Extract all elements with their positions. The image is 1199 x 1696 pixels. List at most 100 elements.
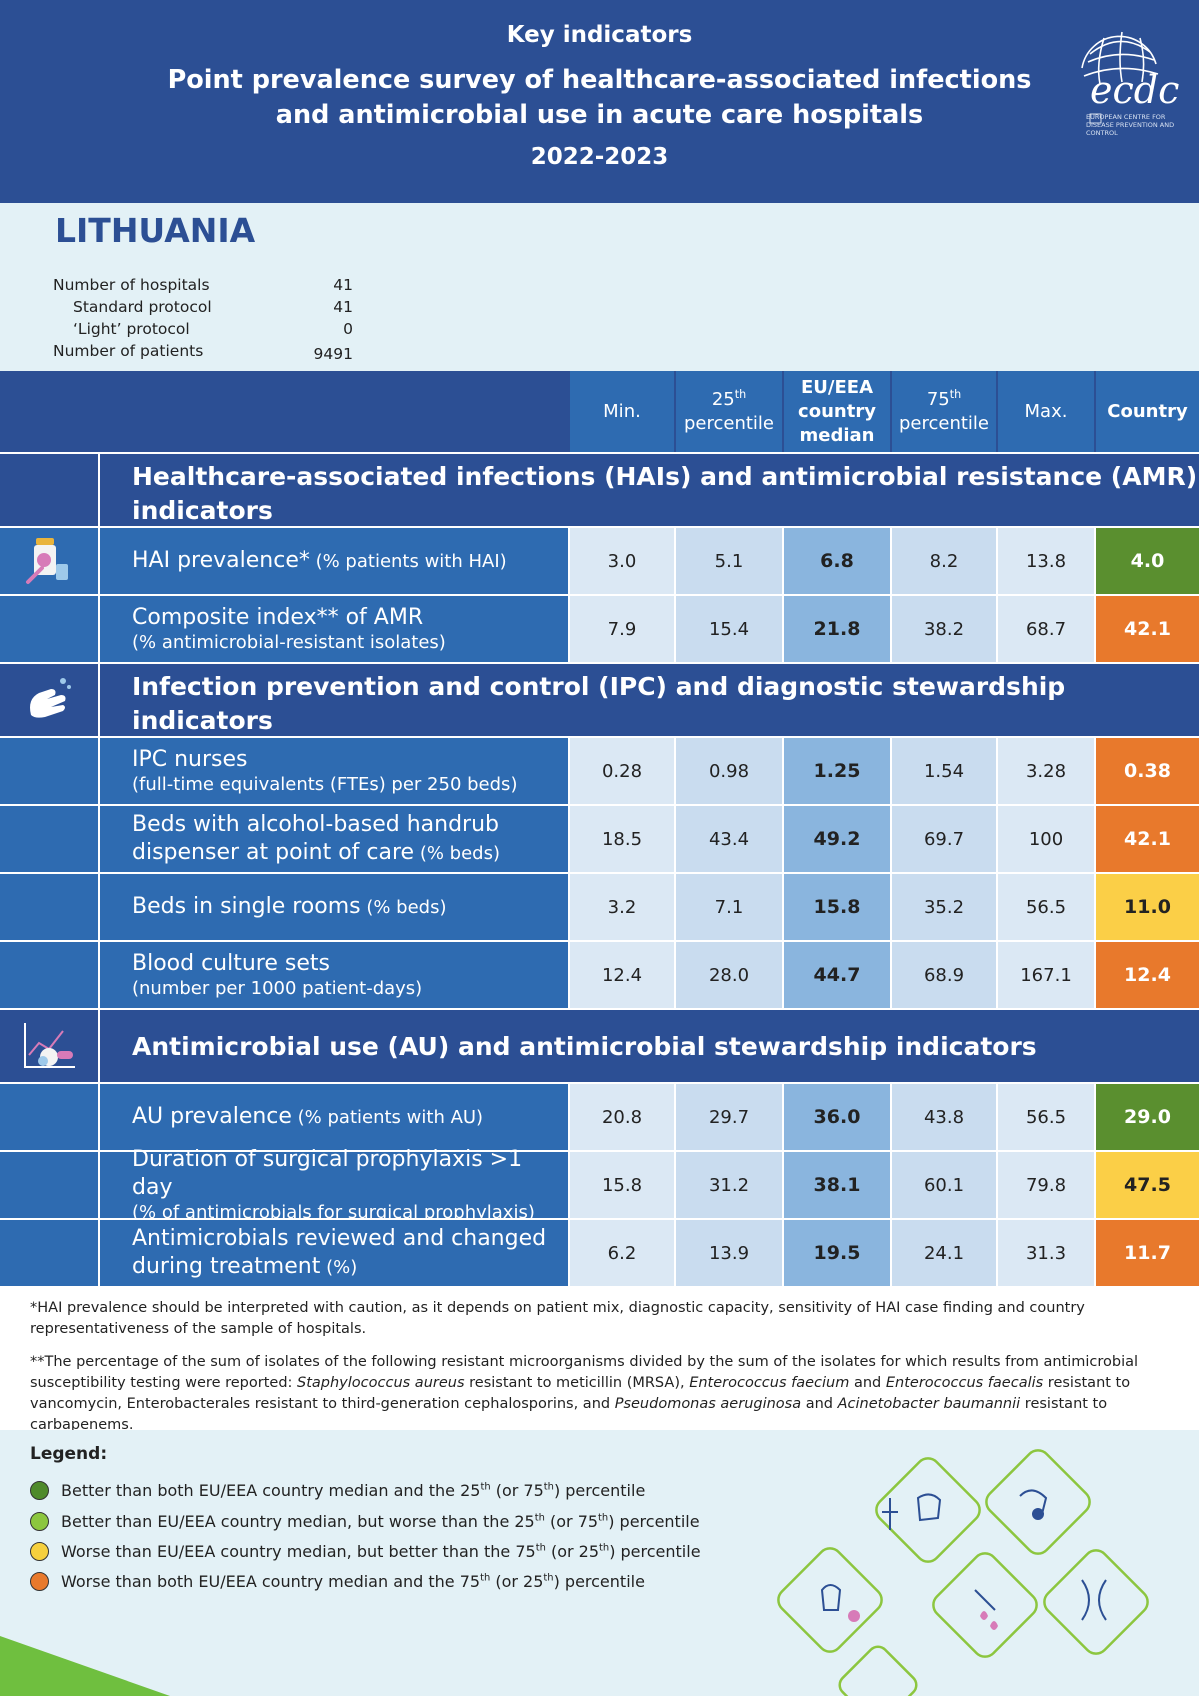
cell-p75: 1.54 [892,738,996,804]
cell-country-value: 11.0 [1096,874,1199,940]
cell-p75: 35.2 [892,874,996,940]
cell-median: 36.0 [784,1084,890,1150]
cell-max: 3.28 [998,738,1094,804]
cell-min: 18.5 [570,806,674,872]
section-title-hai: Healthcare-associated infections (HAIs) … [100,454,1199,526]
cell-median: 15.8 [784,874,890,940]
dark-green-dot-icon [30,1480,49,1500]
cell-min: 3.2 [570,874,674,940]
table-header-row: Min. 25th percentile EU/EEA country media… [0,371,1199,452]
country-stats: Number of hospitals 41 Standard protocol… [53,276,353,364]
row-surgical-prophylaxis: Duration of surgical prophylaxis >1 day … [0,1147,1199,1223]
cell-p75: 24.1 [892,1220,996,1286]
row-amr-index: Composite index** of AMR (% antimicrobia… [0,596,1199,662]
col-median: EU/EEA country median [784,371,890,452]
green-corner-wedge [0,1636,170,1696]
legend-item: Worse than both EU/EEA country median an… [30,1570,645,1592]
cell-country-value: 11.7 [1096,1220,1199,1286]
cell-p25: 31.2 [676,1152,782,1218]
row-ipc-nurses: IPC nurses (full-time equivalents (FTEs)… [0,738,1199,804]
header-banner: Key indicators Point prevalence survey o… [0,0,1199,203]
orange-dot-icon [30,1571,49,1591]
logo-wordmark: ecdc [1090,68,1180,112]
cell-p75: 38.2 [892,596,996,662]
legend-item: Better than EU/EEA country median, but w… [30,1510,700,1532]
cell-median: 19.5 [784,1220,890,1286]
cell-min: 12.4 [570,942,674,1008]
col-country: Country [1096,371,1199,452]
cell-country-value: 42.1 [1096,806,1199,872]
cell-p25: 0.98 [676,738,782,804]
handwash-icon [0,664,98,736]
country-panel [0,203,1199,371]
cell-max: 13.8 [998,528,1094,594]
cell-median: 21.8 [784,596,890,662]
cell-p25: 29.7 [676,1084,782,1150]
legend-item: Worse than EU/EEA country median, but be… [30,1540,701,1562]
row-au-prevalence: AU prevalence (% patients with AU) 20.8 … [0,1084,1199,1150]
cell-p75: 43.8 [892,1084,996,1150]
section-title-ipc: Infection prevention and control (IPC) a… [100,664,1199,736]
logo-subtitle: EUROPEAN CENTRE FOR DISEASE PREVENTION A… [1086,113,1175,137]
header-kicker: Key indicators [506,22,693,48]
row-handrub: Beds with alcohol-based handrub dispense… [0,806,1199,872]
cell-p25: 7.1 [676,874,782,940]
row-antimicrobials-reviewed: Antimicrobials reviewed and changed duri… [0,1220,1199,1286]
section-hai: Healthcare-associated infections (HAIs) … [0,454,1199,526]
legend-title: Legend: [30,1444,108,1464]
cell-country-value: 42.1 [1096,596,1199,662]
cell-country-value: 4.0 [1096,528,1199,594]
row-single-rooms: Beds in single rooms (% beds) 3.2 7.1 15… [0,874,1199,940]
cell-min: 3.0 [570,528,674,594]
cell-max: 56.5 [998,874,1094,940]
col-max: Max. [998,371,1094,452]
cell-min: 0.28 [570,738,674,804]
cell-max: 56.5 [998,1084,1094,1150]
section-title-au: Antimicrobial use (AU) and antimicrobial… [100,1010,1199,1082]
medical-tiles-illustration-icon [777,1449,1149,1696]
col-p25: 25th percentile [676,371,782,452]
section-ipc: Infection prevention and control (IPC) a… [0,664,1199,736]
cell-country-value: 47.5 [1096,1152,1199,1218]
footnote-amr: **The percentage of the sum of isolates … [30,1354,1139,1433]
section-au: Antimicrobial use (AU) and antimicrobial… [0,1010,1199,1082]
cell-max: 68.7 [998,596,1094,662]
stat-light-protocol: ‘Light’ protocol 0 [73,320,353,338]
cell-p25: 13.9 [676,1220,782,1286]
cell-p75: 68.9 [892,942,996,1008]
country-name: LITHUANIA [55,211,256,250]
footnote-hai: *HAI prevalence should be interpreted wi… [30,1300,1085,1337]
legend-item: Better than both EU/EEA country median a… [30,1479,645,1501]
light-green-dot-icon [30,1511,49,1531]
cell-median: 44.7 [784,942,890,1008]
cell-p25: 5.1 [676,528,782,594]
cell-p25: 28.0 [676,942,782,1008]
cell-min: 6.2 [570,1220,674,1286]
cell-median: 1.25 [784,738,890,804]
cell-max: 167.1 [998,942,1094,1008]
cell-p25: 43.4 [676,806,782,872]
row-hai-prevalence: HAI prevalence* (% patients with HAI) 3.… [0,528,1199,594]
stat-standard-protocol: Standard protocol 41 [73,298,353,316]
pills-chart-icon [0,1010,98,1082]
cell-min: 15.8 [570,1152,674,1218]
cell-p75: 8.2 [892,528,996,594]
cell-max: 100 [998,806,1094,872]
cell-p75: 69.7 [892,806,996,872]
cell-p25: 15.4 [676,596,782,662]
cell-median: 6.8 [784,528,890,594]
cell-country-value: 0.38 [1096,738,1199,804]
col-min: Min. [570,371,674,452]
report-title: Point prevalence survey of healthcare-as… [167,65,1032,130]
report-years: 2022-2023 [530,144,669,170]
cell-country-value: 29.0 [1096,1084,1199,1150]
stat-hospitals: Number of hospitals 41 [53,276,353,294]
cell-p75: 60.1 [892,1152,996,1218]
row-blood-culture: Blood culture sets (number per 1000 pati… [0,942,1199,1008]
cell-max: 79.8 [998,1152,1094,1218]
cell-min: 7.9 [570,596,674,662]
cell-median: 49.2 [784,806,890,872]
col-p75: 75th percentile [892,371,996,452]
cell-max: 31.3 [998,1220,1094,1286]
stat-patients: Number of patients 9491 [53,342,353,363]
